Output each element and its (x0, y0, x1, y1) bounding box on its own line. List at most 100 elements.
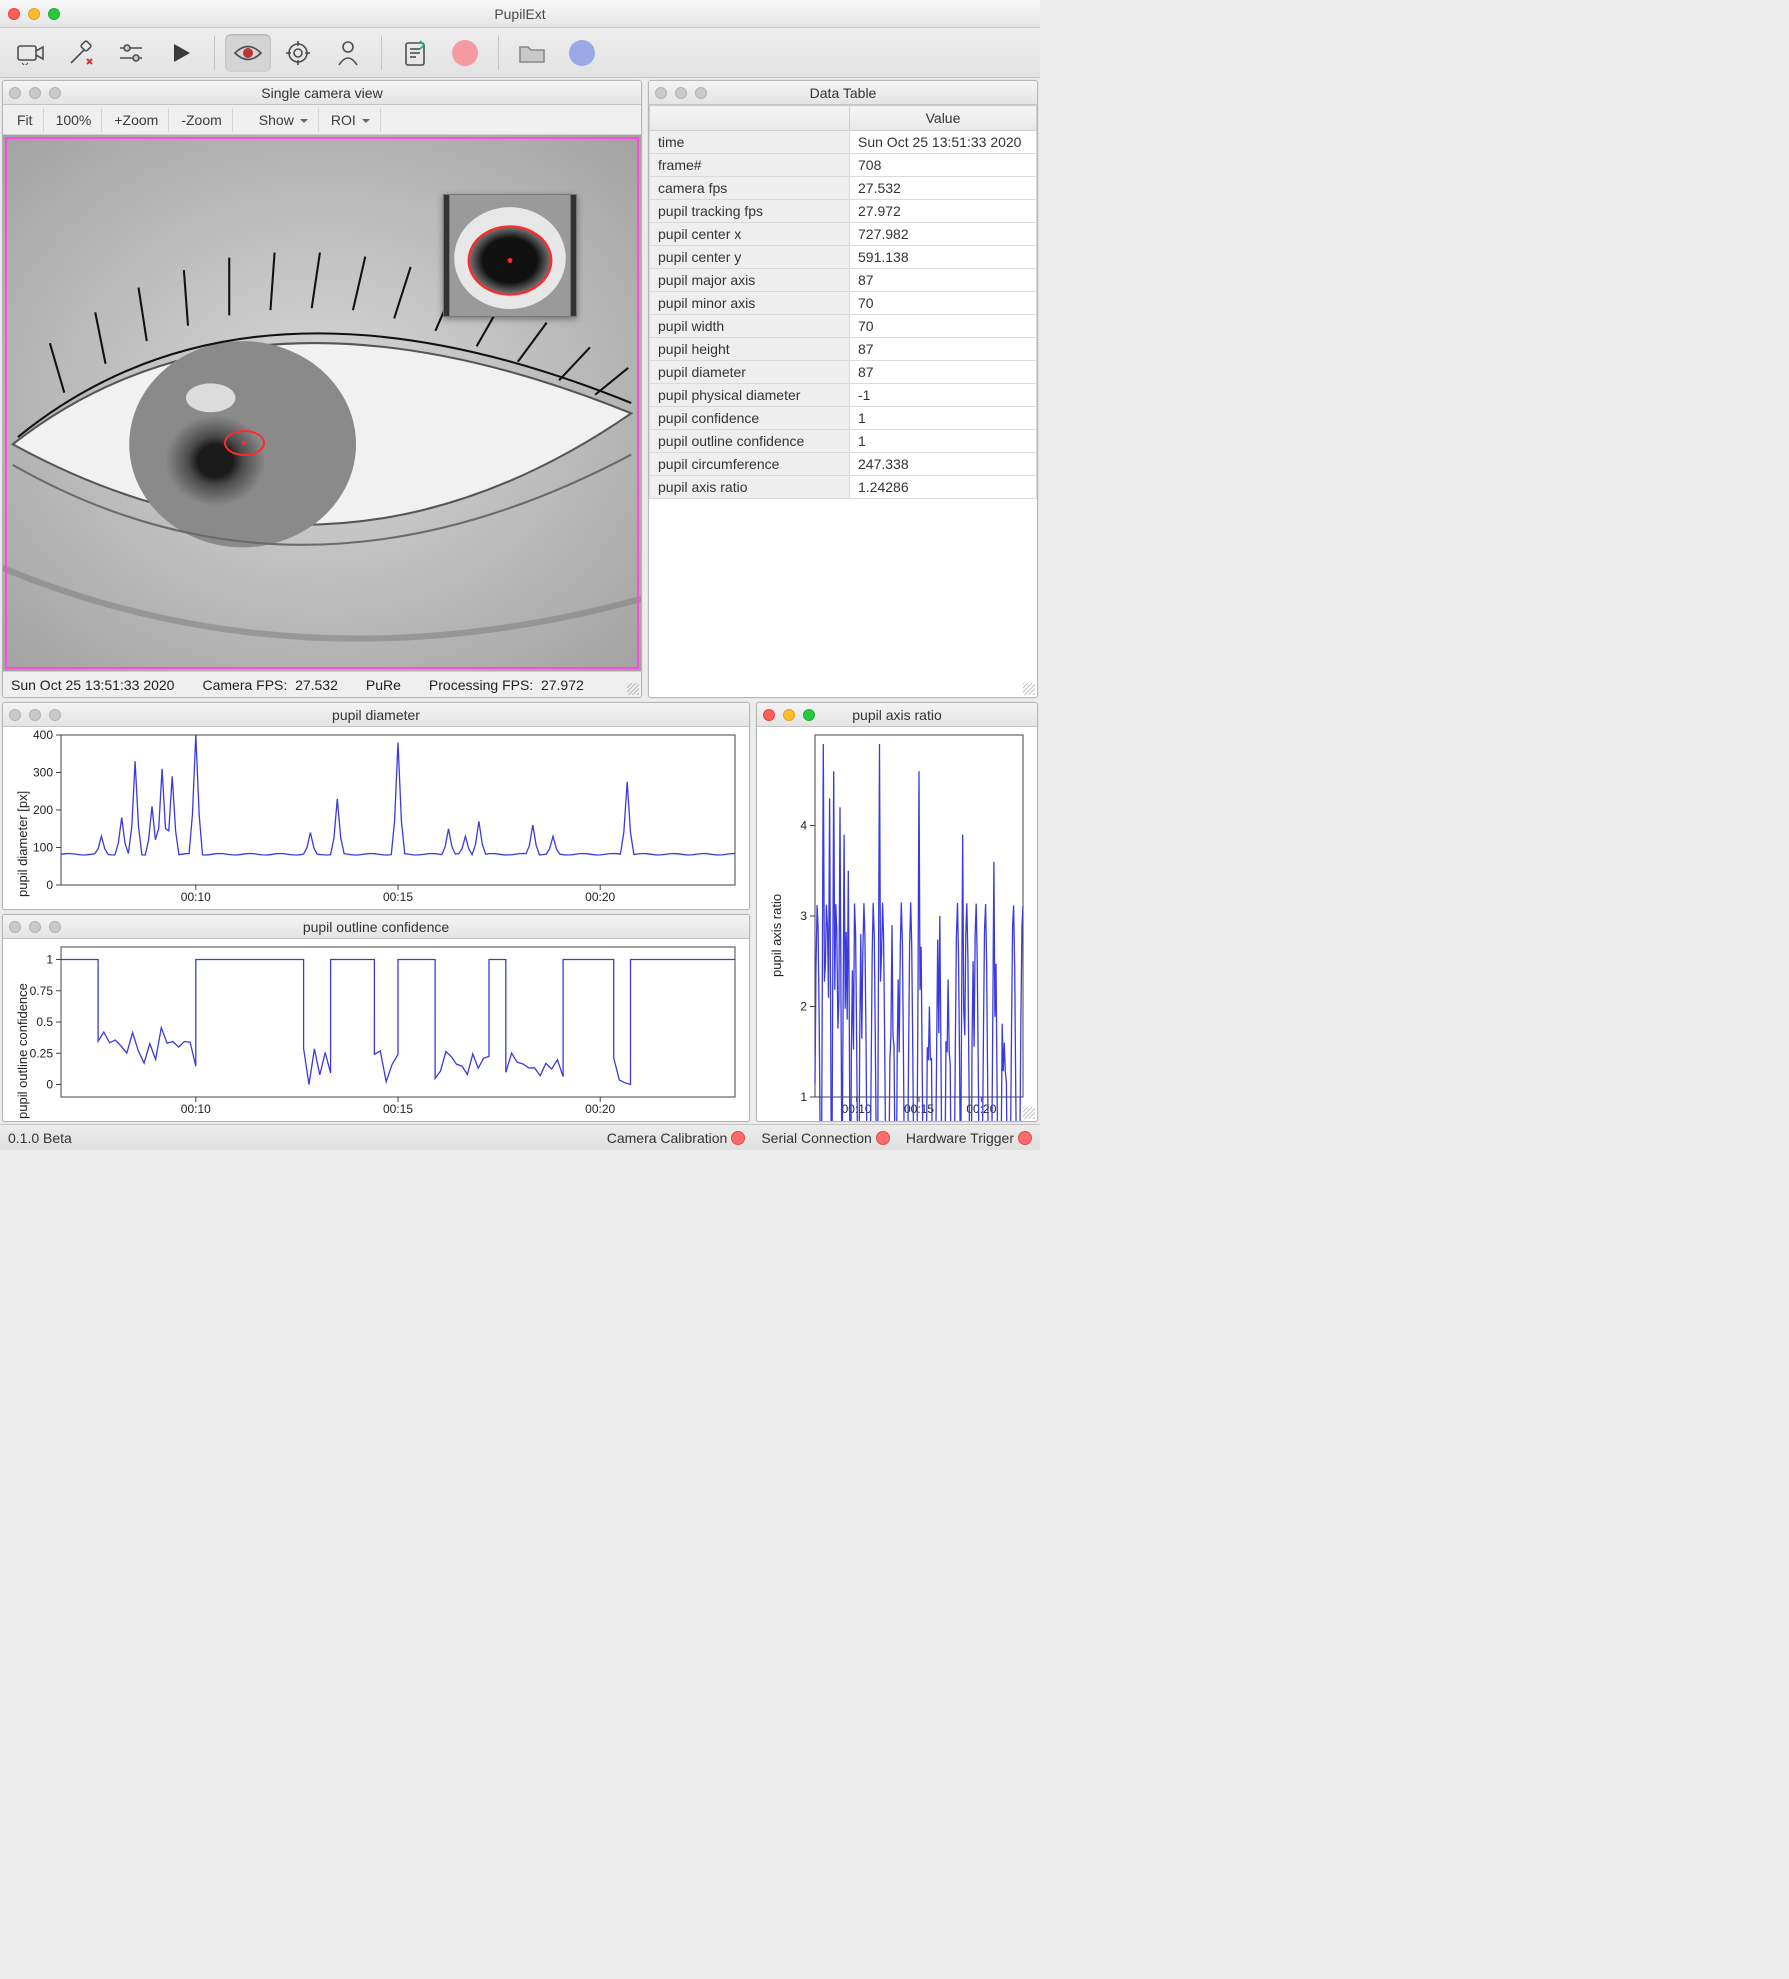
table-row: pupil center x727.982 (650, 223, 1037, 246)
svg-text:0.5: 0.5 (36, 1015, 53, 1029)
target-icon[interactable] (275, 34, 321, 72)
camera-zoom-toolbar: Fit100%+Zoom-Zoom ShowROI (3, 105, 641, 135)
data-table-header-value: Value (850, 106, 1037, 131)
panel-dot-icon (9, 709, 21, 721)
zoom-btn-fit[interactable]: Fit (7, 108, 44, 132)
camera-fps: Camera FPS: 27.532 (202, 677, 337, 693)
blue-dot-icon[interactable] (559, 34, 605, 72)
status-lamp-icon (731, 1131, 745, 1145)
disconnect-icon[interactable] (58, 34, 104, 72)
minimize-window-icon[interactable] (28, 8, 40, 20)
zoom-btn--zoom[interactable]: -Zoom (171, 108, 232, 132)
panel-dot-icon (29, 709, 41, 721)
data-value: 27.972 (850, 200, 1037, 223)
svg-text:1: 1 (800, 1090, 807, 1104)
folder-icon[interactable] (509, 34, 555, 72)
table-row: pupil circumference247.338 (650, 453, 1037, 476)
svg-text:4: 4 (800, 819, 807, 833)
chart-title: pupil outline confidence (3, 919, 749, 935)
data-key: camera fps (650, 177, 850, 200)
zoom-btn--zoom[interactable]: +Zoom (104, 108, 169, 132)
svg-text:200: 200 (33, 803, 53, 817)
data-value: 1 (850, 407, 1037, 430)
person-icon[interactable] (325, 34, 371, 72)
data-value: 1.24286 (850, 476, 1037, 499)
data-key: pupil diameter (650, 361, 850, 384)
zoom-window-icon[interactable] (48, 8, 60, 20)
status-bar: 0.1.0 Beta Camera Calibration Serial Conn… (0, 1124, 1040, 1150)
svg-text:0.75: 0.75 (30, 984, 54, 998)
pupil-confidence-chart: pupil outline confidence 00.250.50.75100… (3, 939, 749, 1121)
panel-dot-icon (695, 87, 707, 99)
pupil-ellipse-overlay (224, 430, 265, 456)
table-row: pupil axis ratio1.24286 (650, 476, 1037, 499)
data-value: Sun Oct 25 13:51:33 2020 (850, 131, 1037, 154)
panel-dot-icon (655, 87, 667, 99)
main-toolbar (0, 28, 1040, 78)
data-key: pupil major axis (650, 269, 850, 292)
table-row: pupil physical diameter-1 (650, 384, 1037, 407)
status-item: Hardware Trigger (906, 1130, 1032, 1146)
algorithm-name: PuRe (366, 677, 401, 693)
play-icon[interactable] (158, 34, 204, 72)
svg-text:1: 1 (46, 953, 53, 967)
data-value: 27.532 (850, 177, 1037, 200)
close-window-icon[interactable] (8, 8, 20, 20)
resize-handle-icon[interactable] (627, 683, 639, 695)
table-row: pupil outline confidence1 (650, 430, 1037, 453)
pupil-axis-ratio-panel: pupil axis ratio pupil axis ratio 123400… (756, 702, 1038, 1122)
record-dot-icon[interactable] (442, 34, 488, 72)
minimize-panel-icon[interactable] (783, 709, 795, 721)
data-key: frame# (650, 154, 850, 177)
app-titlebar: PupilExt (0, 0, 1040, 28)
resize-handle-icon[interactable] (1023, 1107, 1035, 1119)
resize-handle-icon[interactable] (1023, 683, 1035, 695)
close-panel-icon[interactable] (763, 709, 775, 721)
table-row: pupil confidence1 (650, 407, 1037, 430)
status-item: Camera Calibration (607, 1130, 746, 1146)
menu-btn-show[interactable]: Show (249, 108, 319, 132)
panel-dot-icon (675, 87, 687, 99)
pupil-diameter-panel: pupil diameter pupil diameter [px] 0 100 2… (2, 702, 750, 910)
data-value: 247.338 (850, 453, 1037, 476)
data-table-title: Data Table (649, 85, 1037, 101)
camera-status-bar: Sun Oct 25 13:51:33 2020 Camera FPS: 27.… (3, 671, 641, 697)
report-icon[interactable] (392, 34, 438, 72)
data-table: Value timeSun Oct 25 13:51:33 2020frame#… (649, 105, 1037, 697)
data-value: 708 (850, 154, 1037, 177)
svg-text:00:15: 00:15 (383, 890, 413, 904)
svg-text:0: 0 (46, 878, 53, 892)
data-key: pupil axis ratio (650, 476, 850, 499)
data-table-panel: Data Table Value timeSun Oct 25 13:51:33… (648, 80, 1038, 698)
zoom-panel-icon[interactable] (803, 709, 815, 721)
svg-text:00:15: 00:15 (383, 1102, 413, 1116)
app-version: 0.1.0 Beta (8, 1130, 72, 1146)
camera-icon[interactable] (8, 34, 54, 72)
table-row: pupil minor axis70 (650, 292, 1037, 315)
eye-icon[interactable] (225, 34, 271, 72)
zoom-btn-100-[interactable]: 100% (46, 108, 103, 132)
menu-btn-roi[interactable]: ROI (321, 108, 381, 132)
svg-text:300: 300 (33, 766, 53, 780)
camera-panel: Single camera view Fit100%+Zoom-Zoom Show… (2, 80, 642, 698)
svg-text:0: 0 (46, 1078, 53, 1092)
pupil-diameter-chart: pupil diameter [px] 010020030040000:1000… (3, 727, 749, 909)
settings-sliders-icon[interactable] (108, 34, 154, 72)
camera-panel-title: Single camera view (3, 85, 641, 101)
chart-title: pupil diameter (3, 707, 749, 723)
status-item: Serial Connection (761, 1130, 890, 1146)
data-key: time (650, 131, 850, 154)
data-value: 87 (850, 269, 1037, 292)
svg-text:0.25: 0.25 (30, 1046, 54, 1060)
data-key: pupil tracking fps (650, 200, 850, 223)
data-key: pupil confidence (650, 407, 850, 430)
svg-text:100: 100 (33, 841, 53, 855)
data-table-header-empty (650, 106, 850, 131)
panel-dot-icon (9, 87, 21, 99)
data-key: pupil outline confidence (650, 430, 850, 453)
camera-view[interactable] (3, 135, 641, 671)
panel-dot-icon (49, 87, 61, 99)
table-row: timeSun Oct 25 13:51:33 2020 (650, 131, 1037, 154)
data-key: pupil width (650, 315, 850, 338)
y-axis-label: pupil diameter [px] (15, 791, 30, 897)
